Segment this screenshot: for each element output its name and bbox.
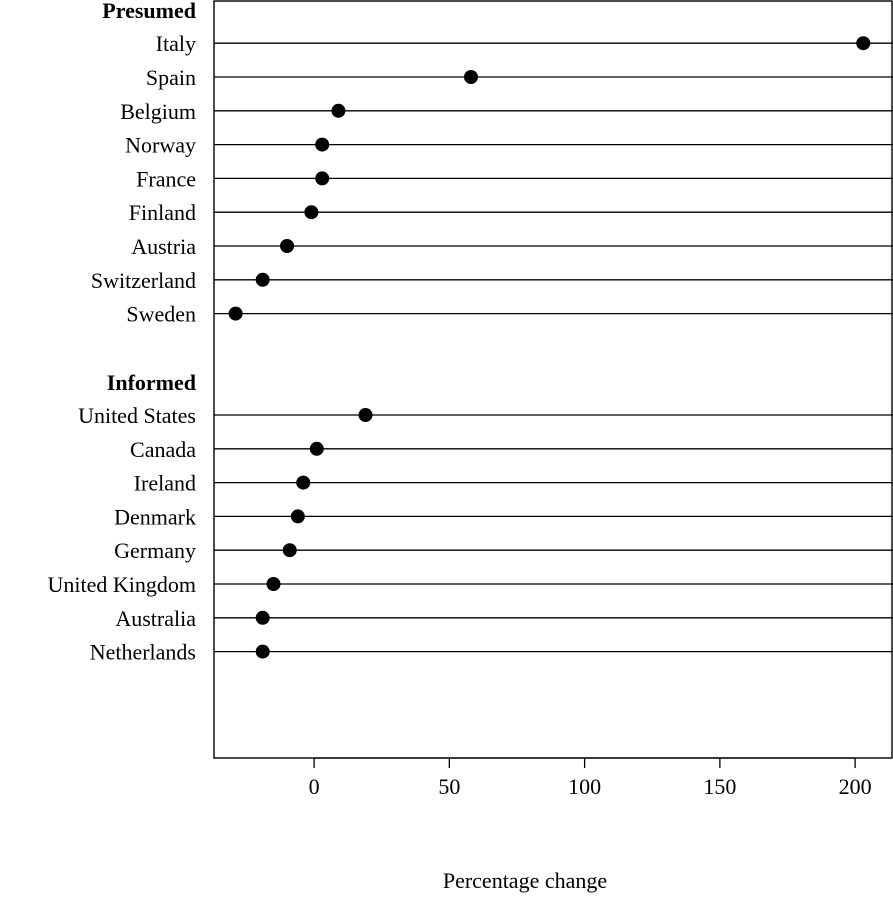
row-label-italy: Italy bbox=[156, 31, 196, 56]
x-tick-label-0: 0 bbox=[309, 774, 320, 799]
row-label-canada: Canada bbox=[130, 437, 196, 462]
row-label-belgium: Belgium bbox=[120, 99, 196, 124]
point-austria bbox=[280, 239, 295, 253]
row-label-france: France bbox=[136, 166, 196, 191]
row-label-united-states: United States bbox=[78, 403, 196, 428]
x-axis-title: Percentage change bbox=[443, 868, 607, 893]
point-australia bbox=[255, 610, 270, 625]
row-label-sweden: Sweden bbox=[126, 302, 196, 327]
row-label-norway: Norway bbox=[125, 133, 196, 158]
point-spain bbox=[463, 70, 478, 84]
row-label-germany: Germany bbox=[114, 538, 196, 563]
point-ireland bbox=[296, 475, 311, 490]
row-label-denmark: Denmark bbox=[114, 504, 196, 529]
point-united-kingdom bbox=[266, 577, 281, 591]
row-label-ireland: Ireland bbox=[134, 471, 196, 496]
row-label-switzerland: Switzerland bbox=[91, 268, 196, 293]
point-finland bbox=[304, 205, 319, 220]
point-united-states bbox=[358, 408, 373, 422]
row-label-australia: Australia bbox=[115, 606, 196, 631]
point-germany bbox=[282, 543, 297, 558]
point-italy bbox=[856, 36, 871, 51]
point-netherlands bbox=[255, 644, 270, 659]
point-canada bbox=[309, 441, 324, 456]
point-sweden bbox=[228, 306, 243, 321]
group-label-informed: Informed bbox=[107, 370, 196, 395]
group-label-presumed: Presumed bbox=[102, 0, 196, 23]
row-label-spain: Spain bbox=[146, 65, 196, 90]
plot-frame bbox=[213, 0, 893, 759]
row-label-finland: Finland bbox=[129, 200, 196, 225]
row-label-austria: Austria bbox=[131, 234, 196, 259]
x-tick-label-200: 200 bbox=[839, 774, 872, 799]
x-tick-label-100: 100 bbox=[568, 774, 601, 799]
x-tick-label-150: 150 bbox=[703, 774, 736, 799]
point-france bbox=[315, 171, 330, 186]
x-tick-label-50: 50 bbox=[438, 774, 460, 799]
point-switzerland bbox=[255, 272, 270, 287]
point-denmark bbox=[290, 509, 305, 524]
row-label-netherlands: Netherlands bbox=[90, 640, 196, 665]
row-label-united-kingdom: United Kingdom bbox=[48, 572, 197, 597]
point-norway bbox=[315, 137, 330, 152]
point-belgium bbox=[331, 103, 346, 118]
